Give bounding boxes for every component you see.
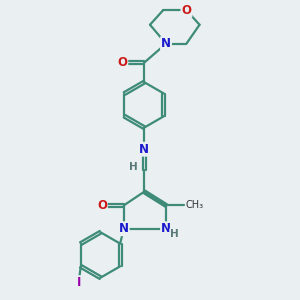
Text: O: O [117,56,127,69]
Text: N: N [119,222,129,235]
Text: N: N [139,143,149,156]
Text: I: I [76,276,81,289]
Text: H: H [129,162,137,172]
Text: CH₃: CH₃ [186,200,204,210]
Text: N: N [161,37,171,50]
Text: N: N [161,222,171,235]
Text: O: O [97,199,107,212]
Text: O: O [182,4,191,17]
Text: H: H [170,229,178,239]
